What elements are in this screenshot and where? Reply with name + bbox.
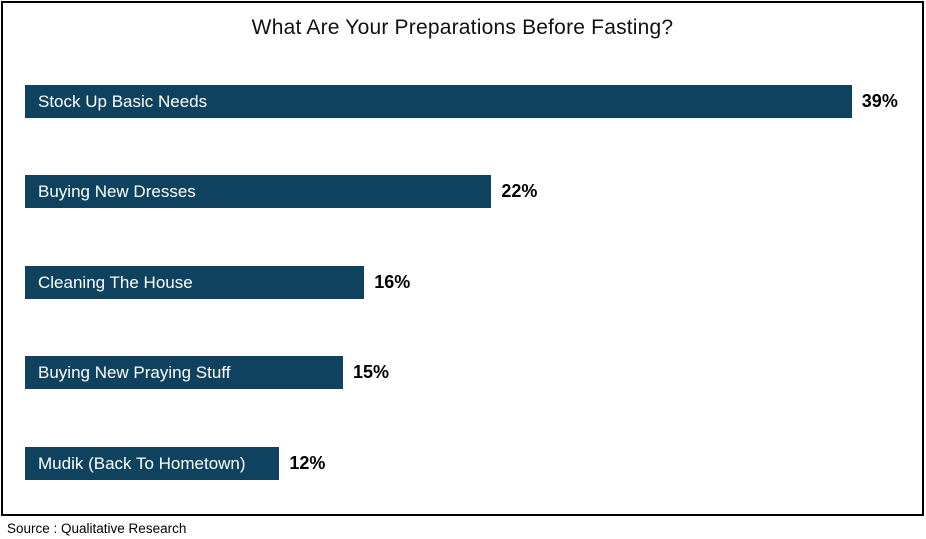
bar-cleaning-the-house: Cleaning The House xyxy=(25,266,365,299)
bar-label: Cleaning The House xyxy=(38,272,193,292)
bar-label: Buying New Dresses xyxy=(38,181,196,201)
bar-label: Stock Up Basic Needs xyxy=(38,91,208,111)
value-label: 15% xyxy=(353,362,390,382)
source-note: Source : Qualitative Research xyxy=(7,521,187,536)
value-label: 12% xyxy=(289,453,326,473)
bar-label: Buying New Praying Stuff xyxy=(38,362,231,382)
bar-row: Stock Up Basic Needs 39% xyxy=(25,85,898,118)
bar-mudik-back-to-hometown: Mudik (Back To Hometown) xyxy=(25,447,280,480)
value-label: 39% xyxy=(861,91,898,111)
bar-row: Buying New Praying Stuff 15% xyxy=(25,356,389,389)
bar-row: Mudik (Back To Hometown) 12% xyxy=(25,447,325,480)
bar-row: Cleaning The House 16% xyxy=(25,266,410,299)
value-label: 22% xyxy=(501,181,538,201)
bar-label: Mudik (Back To Hometown) xyxy=(38,453,246,473)
bar-stock-up-basic-needs: Stock Up Basic Needs xyxy=(25,85,852,118)
bar-buying-new-praying-stuff: Buying New Praying Stuff xyxy=(25,356,343,389)
chart-frame: What Are Your Preparations Before Fastin… xyxy=(1,1,924,516)
bar-buying-new-dresses: Buying New Dresses xyxy=(25,175,492,208)
chart-title: What Are Your Preparations Before Fastin… xyxy=(251,16,674,39)
value-label: 16% xyxy=(374,272,411,292)
bar-row: Buying New Dresses 22% xyxy=(25,175,537,208)
